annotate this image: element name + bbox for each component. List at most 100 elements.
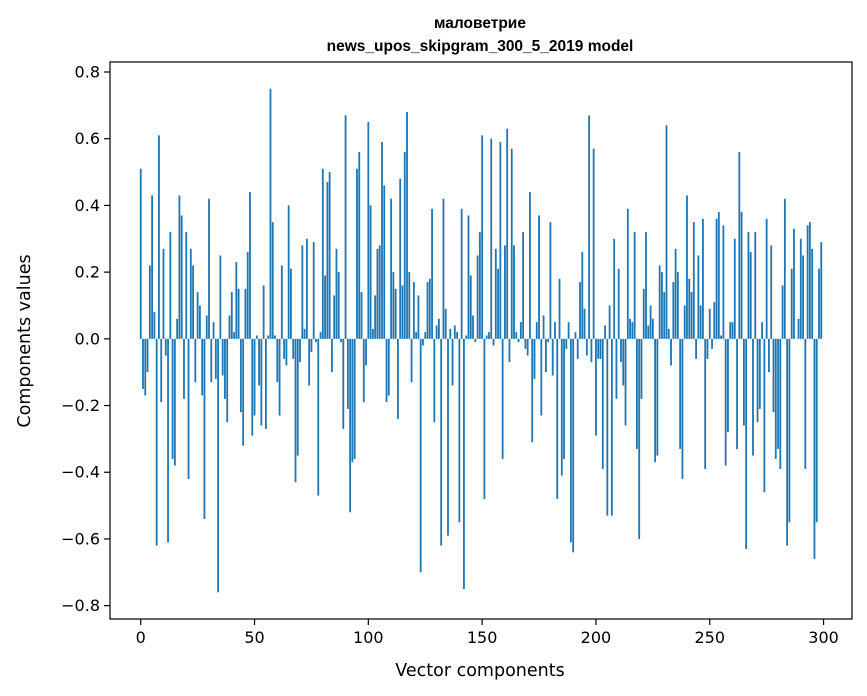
bar [542, 315, 545, 339]
bar [224, 338, 226, 399]
bar [615, 338, 618, 399]
bar [183, 338, 185, 399]
bar [194, 338, 197, 383]
bar [253, 338, 256, 416]
bar [317, 338, 320, 496]
y-tick-label: 0.8 [75, 63, 100, 82]
bar [717, 212, 720, 339]
bar [588, 115, 591, 339]
bar [531, 338, 534, 443]
bar [517, 338, 520, 343]
bar [761, 322, 763, 339]
x-tick-label: 200 [581, 628, 612, 647]
bar [262, 285, 265, 339]
bar [599, 338, 602, 359]
bar [305, 238, 308, 339]
bar [540, 338, 543, 416]
bar [815, 338, 818, 523]
bar [187, 338, 190, 479]
bar [472, 315, 474, 339]
bar [299, 338, 301, 363]
bar [401, 285, 404, 339]
bar [702, 218, 704, 339]
bar [465, 335, 468, 339]
bar [770, 245, 773, 339]
bar [519, 322, 522, 339]
bar [490, 138, 493, 339]
bar [476, 255, 479, 339]
bar [481, 135, 484, 339]
bar [431, 208, 433, 339]
bar [251, 338, 254, 436]
bar [365, 338, 367, 366]
bar [818, 268, 820, 339]
bar [581, 252, 584, 339]
y-tick-label: 0.4 [75, 196, 100, 215]
bar [647, 325, 650, 339]
bar [214, 338, 217, 379]
bar [736, 338, 738, 449]
bar [176, 318, 179, 339]
bar [808, 222, 811, 339]
bar [192, 265, 194, 339]
bar [142, 338, 144, 389]
bar [513, 245, 515, 339]
bar [146, 338, 149, 373]
bar [724, 338, 727, 466]
bar [178, 195, 181, 339]
bar [533, 338, 536, 379]
bar [620, 338, 622, 363]
bar [171, 338, 174, 459]
bar [335, 248, 338, 339]
bar [638, 338, 641, 539]
bar [642, 288, 645, 339]
bar [274, 335, 276, 339]
bar [239, 338, 242, 413]
bar [160, 338, 163, 403]
bar [228, 315, 231, 339]
bar [226, 338, 229, 423]
bar [212, 322, 215, 339]
bar [217, 338, 220, 593]
bar [595, 338, 597, 436]
bar [442, 198, 445, 339]
chart-title-line1: маловетрие [434, 15, 526, 32]
bar [444, 308, 447, 339]
bar [622, 338, 625, 386]
bar [488, 332, 490, 339]
bar [601, 338, 604, 469]
bar [556, 338, 559, 499]
bar [681, 338, 684, 479]
bar [185, 232, 188, 339]
bar [579, 282, 581, 339]
bar [358, 152, 361, 339]
y-axis-label: Components values [15, 254, 35, 427]
bar [158, 135, 160, 339]
bar [535, 322, 538, 339]
bar [433, 338, 436, 423]
bar [417, 295, 420, 339]
bar [604, 325, 606, 339]
bar [779, 338, 782, 469]
bar [483, 338, 486, 499]
bars-group [139, 88, 823, 593]
bar [749, 252, 752, 339]
bar [162, 248, 165, 339]
bar [410, 338, 413, 383]
bar [246, 252, 249, 339]
bar [155, 338, 158, 546]
y-tick-label: −0.2 [61, 396, 100, 415]
bar [720, 335, 723, 339]
bar [437, 318, 440, 339]
y-tick-label: −0.6 [61, 529, 100, 548]
bar [419, 338, 422, 573]
bar [378, 245, 381, 339]
bar [765, 218, 768, 339]
bar [428, 278, 431, 339]
bar [415, 332, 418, 339]
bar [711, 338, 713, 349]
bar [399, 178, 402, 339]
bar [235, 262, 238, 339]
bar [524, 338, 527, 349]
